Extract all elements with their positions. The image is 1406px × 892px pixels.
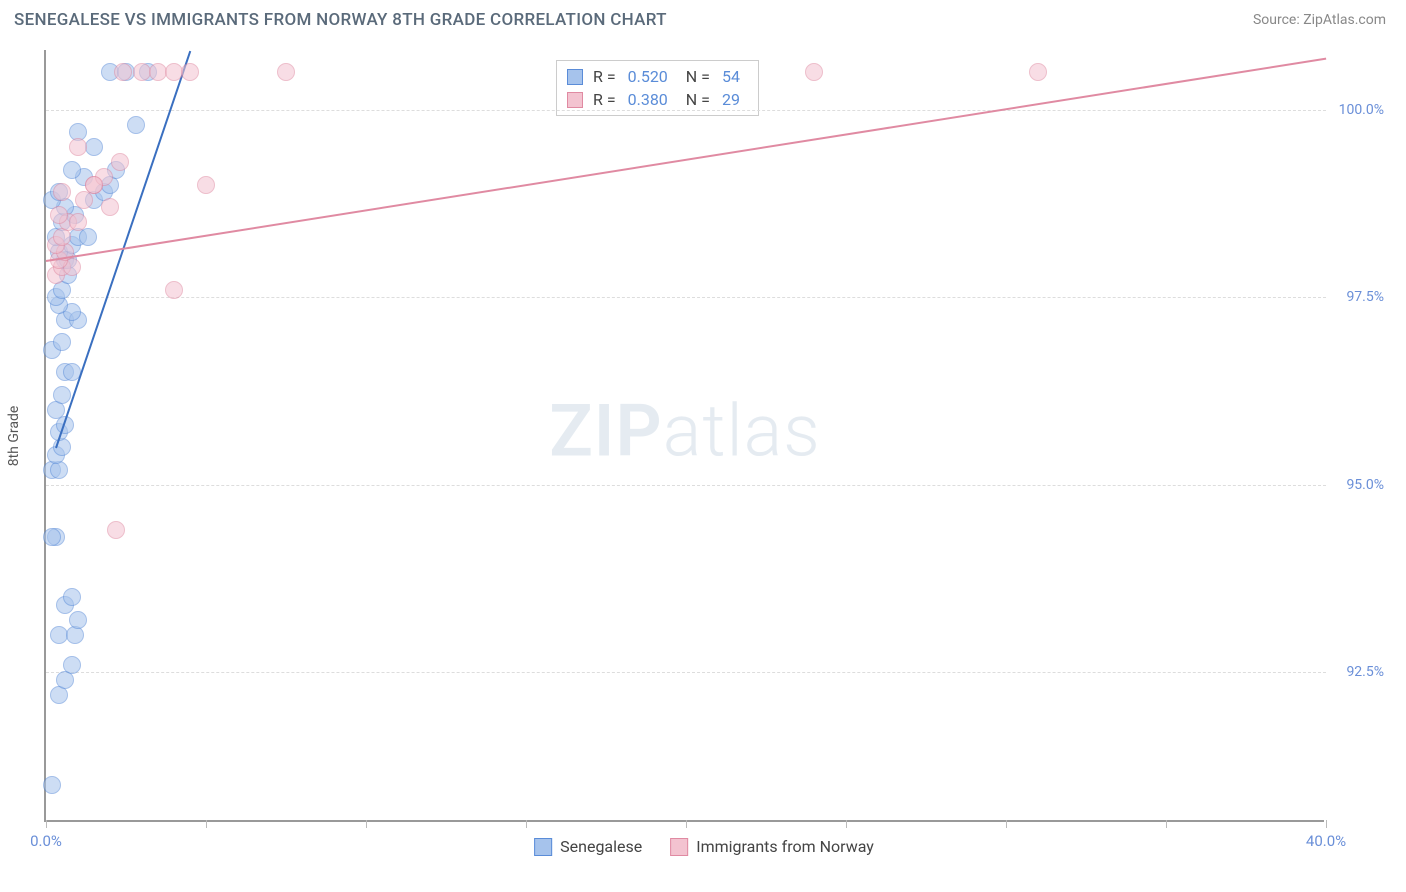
- chart-title: SENEGALESE VS IMMIGRANTS FROM NORWAY 8TH…: [14, 10, 667, 30]
- stats-n-value-senegalese: 54: [722, 67, 740, 86]
- x-tick: [526, 820, 527, 828]
- data-point-norway: [69, 138, 87, 156]
- x-tick: [1326, 820, 1327, 828]
- data-point-norway: [107, 521, 125, 539]
- data-point-norway: [50, 206, 68, 224]
- gridline: [46, 110, 1326, 111]
- y-tick-label: 97.5%: [1329, 289, 1384, 305]
- legend-label-norway: Immigrants from Norway: [696, 837, 874, 856]
- data-point-norway: [111, 153, 129, 171]
- stats-r-value-senegalese: 0.520: [628, 67, 668, 86]
- data-point-norway: [85, 176, 103, 194]
- x-tick: [366, 820, 367, 828]
- stats-row-senegalese: R = 0.520 N = 54: [567, 65, 748, 88]
- x-tick-label: 40.0%: [1306, 832, 1346, 850]
- bottom-legend: Senegalese Immigrants from Norway: [534, 837, 874, 856]
- data-point-senegalese: [43, 776, 61, 794]
- stats-n-label: N =: [686, 90, 710, 109]
- legend-swatch-senegalese: [534, 838, 552, 856]
- data-point-norway: [197, 176, 215, 194]
- stats-legend-box: R = 0.520 N = 54 R = 0.380 N = 29: [556, 60, 759, 116]
- stats-swatch-senegalese: [567, 69, 583, 85]
- data-point-norway: [69, 213, 87, 231]
- y-tick-label: 92.5%: [1329, 664, 1384, 680]
- data-point-norway: [53, 183, 71, 201]
- y-tick-label: 95.0%: [1329, 477, 1384, 493]
- stats-r-label: R =: [593, 90, 616, 109]
- stats-n-value-norway: 29: [722, 90, 740, 109]
- x-tick: [686, 820, 687, 828]
- data-point-senegalese: [85, 138, 103, 156]
- data-point-norway: [277, 63, 295, 81]
- data-point-norway: [101, 198, 119, 216]
- y-axis-label: 8th Grade: [6, 406, 22, 467]
- gridline: [46, 297, 1326, 298]
- chart-source: Source: ZipAtlas.com: [1253, 12, 1386, 28]
- data-point-senegalese: [63, 588, 81, 606]
- legend-item-senegalese: Senegalese: [534, 837, 642, 856]
- x-tick: [846, 820, 847, 828]
- data-point-senegalese: [43, 528, 61, 546]
- data-point-norway: [1029, 63, 1047, 81]
- stats-r-value-norway: 0.380: [628, 90, 668, 109]
- x-tick: [1166, 820, 1167, 828]
- gridline: [46, 672, 1326, 673]
- stats-n-label: N =: [686, 67, 710, 86]
- y-tick-label: 100.0%: [1329, 102, 1384, 118]
- data-point-senegalese: [63, 656, 81, 674]
- legend-label-senegalese: Senegalese: [560, 837, 642, 856]
- chart-header: SENEGALESE VS IMMIGRANTS FROM NORWAY 8TH…: [0, 0, 1406, 34]
- x-tick: [46, 820, 47, 828]
- gridline: [46, 485, 1326, 486]
- data-point-senegalese: [53, 333, 71, 351]
- watermark: ZIPatlas: [549, 388, 821, 473]
- data-point-senegalese: [79, 228, 97, 246]
- x-tick-label: 0.0%: [30, 832, 62, 850]
- x-tick: [1006, 820, 1007, 828]
- data-point-norway: [805, 63, 823, 81]
- data-point-senegalese: [63, 161, 81, 179]
- legend-swatch-norway: [670, 838, 688, 856]
- legend-item-norway: Immigrants from Norway: [670, 837, 874, 856]
- data-point-norway: [114, 63, 132, 81]
- stats-row-norway: R = 0.380 N = 29: [567, 88, 748, 111]
- stats-swatch-norway: [567, 92, 583, 108]
- data-point-norway: [181, 63, 199, 81]
- data-point-norway: [165, 281, 183, 299]
- stats-r-label: R =: [593, 67, 616, 86]
- x-tick: [206, 820, 207, 828]
- data-point-senegalese: [53, 386, 71, 404]
- data-point-senegalese: [127, 116, 145, 134]
- plot-area: ZIPatlas R =0.520N =54R =0.380N =29 92.5…: [44, 50, 1324, 822]
- data-point-senegalese: [69, 611, 87, 629]
- chart-container: 8th Grade ZIPatlas R =0.520N =54R =0.380…: [44, 50, 1364, 822]
